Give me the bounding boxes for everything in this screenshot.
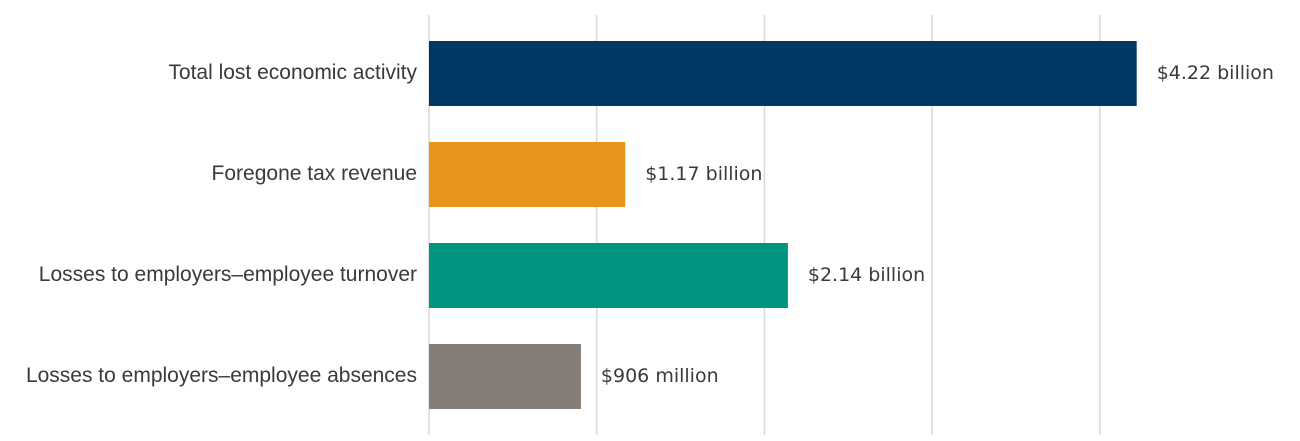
bars xyxy=(429,41,1137,409)
data-label-1: $1.17 billion xyxy=(645,163,762,185)
category-label-2: Losses to employers–employee turnover xyxy=(39,263,417,286)
bar-1 xyxy=(429,142,626,207)
bar-3 xyxy=(429,344,581,409)
data-label-2: $2.14 billion xyxy=(808,264,925,286)
bar-2 xyxy=(429,243,788,308)
category-label-3: Losses to employers–employee absences xyxy=(26,364,417,387)
category-label-0: Total lost economic activity xyxy=(168,61,417,84)
data-label-0: $4.22 billion xyxy=(1157,62,1274,84)
labels: Total lost economic activity $4.22 billio… xyxy=(26,61,1274,387)
data-label-3: $906 million xyxy=(601,365,719,387)
bar-0 xyxy=(429,41,1137,106)
category-label-1: Foregone tax revenue xyxy=(212,162,417,185)
